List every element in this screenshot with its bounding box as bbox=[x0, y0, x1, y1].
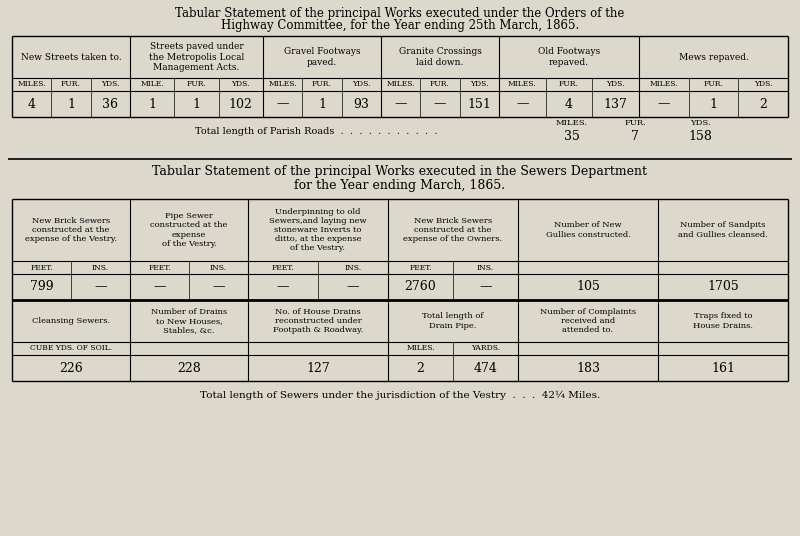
Text: Old Footways
repaved.: Old Footways repaved. bbox=[538, 47, 600, 66]
Text: INS.: INS. bbox=[345, 264, 362, 272]
Text: 226: 226 bbox=[59, 361, 83, 375]
Text: MILES.: MILES. bbox=[386, 80, 415, 88]
Text: YDS.: YDS. bbox=[352, 80, 370, 88]
Text: New Streets taken to.: New Streets taken to. bbox=[21, 53, 122, 62]
Text: FUR.: FUR. bbox=[312, 80, 332, 88]
Text: YDS.: YDS. bbox=[101, 80, 119, 88]
Text: 1: 1 bbox=[318, 98, 326, 110]
Text: MILES.: MILES. bbox=[268, 80, 297, 88]
Text: YDS.: YDS. bbox=[690, 119, 710, 127]
Text: FEET.: FEET. bbox=[409, 264, 432, 272]
Text: YDS.: YDS. bbox=[231, 80, 250, 88]
Text: No. of House Drains
reconstructed under
Footpath & Roadway.: No. of House Drains reconstructed under … bbox=[273, 308, 363, 334]
Text: —: — bbox=[516, 98, 529, 110]
Text: —: — bbox=[94, 280, 106, 294]
Text: —: — bbox=[277, 98, 289, 110]
Text: 2: 2 bbox=[417, 361, 425, 375]
Text: Number of New
Gullies constructed.: Number of New Gullies constructed. bbox=[546, 221, 630, 239]
Text: MILES.: MILES. bbox=[18, 80, 46, 88]
Text: Tabular Statement of the principal Works executed under the Orders of the: Tabular Statement of the principal Works… bbox=[175, 6, 625, 19]
Text: FEET.: FEET. bbox=[272, 264, 294, 272]
Text: Pipe Sewer
constructed at the
expense
of the Vestry.: Pipe Sewer constructed at the expense of… bbox=[150, 212, 228, 248]
Text: INS.: INS. bbox=[92, 264, 109, 272]
Text: Mews repaved.: Mews repaved. bbox=[678, 53, 749, 62]
Text: —: — bbox=[434, 98, 446, 110]
Text: Number of Drains
to New Houses,
Stables, &c.: Number of Drains to New Houses, Stables,… bbox=[151, 308, 227, 334]
Text: 161: 161 bbox=[711, 361, 735, 375]
Text: INS.: INS. bbox=[477, 264, 494, 272]
Text: 105: 105 bbox=[576, 280, 600, 294]
Text: FEET.: FEET. bbox=[148, 264, 171, 272]
Text: CUBE YDS. OF SOIL.: CUBE YDS. OF SOIL. bbox=[30, 345, 112, 353]
Text: —: — bbox=[479, 280, 492, 294]
Text: Underpinning to old
Sewers,and laying new
stoneware Inverts to
ditto, at the exp: Underpinning to old Sewers,and laying ne… bbox=[269, 207, 367, 252]
Text: —: — bbox=[394, 98, 407, 110]
Text: —: — bbox=[212, 280, 225, 294]
Text: 1705: 1705 bbox=[707, 280, 739, 294]
Text: 7: 7 bbox=[631, 130, 639, 143]
Text: —: — bbox=[346, 280, 359, 294]
Text: Total length of Sewers under the jurisdiction of the Vestry  .  .  .  42¼ Miles.: Total length of Sewers under the jurisdi… bbox=[200, 390, 600, 400]
Text: FUR.: FUR. bbox=[559, 80, 579, 88]
Text: New Brick Sewers
constructed at the
expense of the Owners.: New Brick Sewers constructed at the expe… bbox=[403, 217, 502, 243]
Text: 127: 127 bbox=[306, 361, 330, 375]
Text: MILES.: MILES. bbox=[508, 80, 537, 88]
Text: Tabular Statement of the principal Works executed in the Sewers Department: Tabular Statement of the principal Works… bbox=[153, 166, 647, 178]
Text: Highway Committee, for the Year ending 25th March, 1865.: Highway Committee, for the Year ending 2… bbox=[221, 19, 579, 33]
Text: Total length of
Drain Pipe.: Total length of Drain Pipe. bbox=[422, 312, 484, 330]
Text: INS.: INS. bbox=[210, 264, 227, 272]
Text: 151: 151 bbox=[467, 98, 491, 110]
Text: MILES.: MILES. bbox=[406, 345, 435, 353]
Text: Number of Complaints
received and
attended to.: Number of Complaints received and attend… bbox=[540, 308, 636, 334]
Text: for the Year ending March, 1865.: for the Year ending March, 1865. bbox=[294, 178, 506, 191]
Text: FUR.: FUR. bbox=[703, 80, 723, 88]
Text: YARDS.: YARDS. bbox=[471, 345, 500, 353]
Text: Traps fixed to
House Drains.: Traps fixed to House Drains. bbox=[693, 312, 753, 330]
Text: 4: 4 bbox=[28, 98, 36, 110]
Text: 1: 1 bbox=[67, 98, 75, 110]
Text: FUR.: FUR. bbox=[61, 80, 81, 88]
Text: Streets paved under
the Metropolis Local
Management Acts.: Streets paved under the Metropolis Local… bbox=[149, 42, 244, 72]
Text: 4: 4 bbox=[565, 98, 573, 110]
Text: FUR.: FUR. bbox=[430, 80, 450, 88]
Text: YDS.: YDS. bbox=[606, 80, 625, 88]
Text: 1: 1 bbox=[710, 98, 718, 110]
Text: 36: 36 bbox=[102, 98, 118, 110]
Text: FUR.: FUR. bbox=[624, 119, 646, 127]
Text: Granite Crossings
laid down.: Granite Crossings laid down. bbox=[398, 47, 482, 66]
Text: 158: 158 bbox=[688, 130, 712, 143]
Text: 474: 474 bbox=[474, 361, 498, 375]
Text: FEET.: FEET. bbox=[30, 264, 53, 272]
Text: —: — bbox=[277, 280, 290, 294]
Text: 102: 102 bbox=[229, 98, 253, 110]
Text: 1: 1 bbox=[193, 98, 201, 110]
Text: —: — bbox=[154, 280, 166, 294]
Text: 2760: 2760 bbox=[405, 280, 436, 294]
Text: YDS.: YDS. bbox=[470, 80, 489, 88]
Text: 228: 228 bbox=[177, 361, 201, 375]
Text: Total length of Parish Roads  .  .  .  .  .  .  .  .  .  .  .: Total length of Parish Roads . . . . . .… bbox=[195, 126, 438, 136]
Text: 2: 2 bbox=[759, 98, 767, 110]
Text: MILES.: MILES. bbox=[556, 119, 588, 127]
Text: 93: 93 bbox=[354, 98, 370, 110]
Text: —: — bbox=[658, 98, 670, 110]
Text: 183: 183 bbox=[576, 361, 600, 375]
Text: 35: 35 bbox=[564, 130, 580, 143]
Text: New Brick Sewers
constructed at the
expense of the Vestry.: New Brick Sewers constructed at the expe… bbox=[25, 217, 117, 243]
Text: MILES.: MILES. bbox=[650, 80, 678, 88]
Text: Cleansing Sewers.: Cleansing Sewers. bbox=[32, 317, 110, 325]
Text: MILE.: MILE. bbox=[140, 80, 164, 88]
Text: YDS.: YDS. bbox=[754, 80, 773, 88]
Text: 1: 1 bbox=[148, 98, 156, 110]
Text: Gravel Footways
paved.: Gravel Footways paved. bbox=[284, 47, 360, 66]
Text: 799: 799 bbox=[30, 280, 54, 294]
Text: Number of Sandpits
and Gullies cleansed.: Number of Sandpits and Gullies cleansed. bbox=[678, 221, 768, 239]
Text: FUR.: FUR. bbox=[186, 80, 206, 88]
Text: 137: 137 bbox=[604, 98, 628, 110]
